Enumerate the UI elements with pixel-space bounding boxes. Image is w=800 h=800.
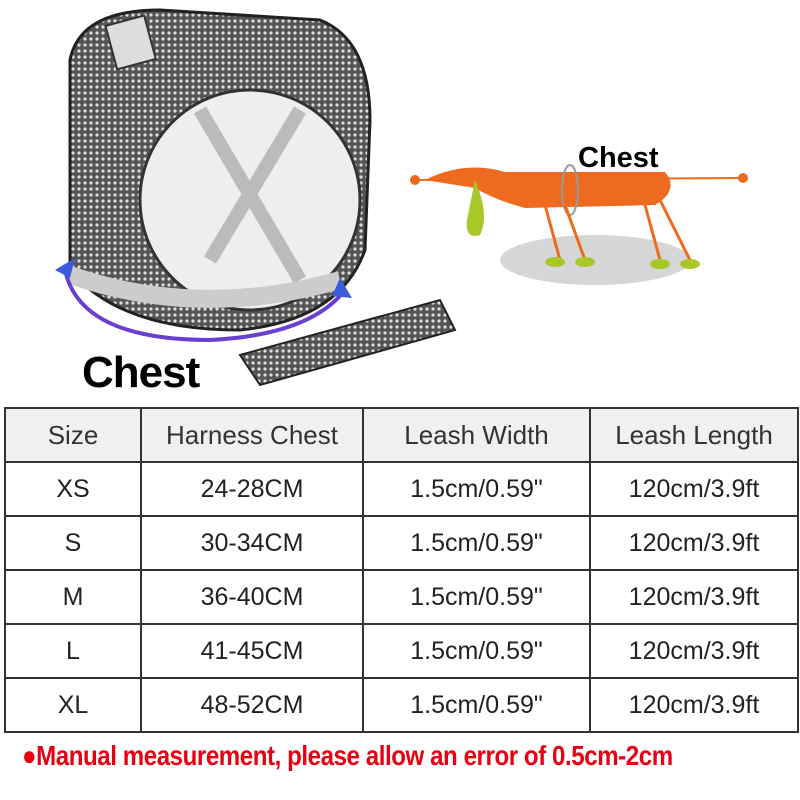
- cell-harness-chest: 36-40CM: [140, 569, 364, 625]
- harness-illustration: [55, 8, 457, 387]
- cell-leash-length: 120cm/3.9ft: [589, 623, 799, 679]
- cell-leash-length: 120cm/3.9ft: [589, 569, 799, 625]
- cell-leash-length: 120cm/3.9ft: [589, 677, 799, 733]
- table-row: S 30-34CM 1.5cm/0.59" 120cm/3.9ft: [4, 515, 799, 571]
- header-leash-length: Leash Length: [589, 407, 799, 463]
- cell-size: XS: [4, 461, 142, 517]
- cell-leash-width: 1.5cm/0.59": [362, 461, 591, 517]
- table-header-row: Size Harness Chest Leash Width Leash Len…: [4, 407, 799, 463]
- header-leash-width: Leash Width: [362, 407, 591, 463]
- header-harness-chest: Harness Chest: [140, 407, 364, 463]
- cell-harness-chest: 48-52CM: [140, 677, 364, 733]
- cell-leash-width: 1.5cm/0.59": [362, 515, 591, 571]
- chest-arrow-icon: [63, 269, 347, 343]
- cell-leash-width: 1.5cm/0.59": [362, 569, 591, 625]
- size-table: Size Harness Chest Leash Width Leash Len…: [4, 407, 799, 733]
- cell-size: S: [4, 515, 142, 571]
- cell-size: XL: [4, 677, 142, 733]
- cell-leash-width: 1.5cm/0.59": [362, 677, 591, 733]
- cell-leash-length: 120cm/3.9ft: [589, 461, 799, 517]
- cell-harness-chest: 30-34CM: [140, 515, 364, 571]
- cell-harness-chest: 41-45CM: [140, 623, 364, 679]
- cell-leash-length: 120cm/3.9ft: [589, 515, 799, 571]
- cell-harness-chest: 24-28CM: [140, 461, 364, 517]
- paw-logo-icon: [104, 14, 158, 71]
- table-row: XL 48-52CM 1.5cm/0.59" 120cm/3.9ft: [4, 677, 799, 733]
- cell-size: M: [4, 569, 142, 625]
- cell-size: L: [4, 623, 142, 679]
- measurement-note: ●Manual measurement, please allow an err…: [22, 740, 673, 771]
- dog-measurement-illustration: [410, 164, 748, 285]
- table-row: M 36-40CM 1.5cm/0.59" 120cm/3.9ft: [4, 569, 799, 625]
- table-row: XS 24-28CM 1.5cm/0.59" 120cm/3.9ft: [4, 461, 799, 517]
- header-size: Size: [4, 407, 142, 463]
- cell-leash-width: 1.5cm/0.59": [362, 623, 591, 679]
- harness-chest-label: Chest: [82, 348, 200, 397]
- table-row: L 41-45CM 1.5cm/0.59" 120cm/3.9ft: [4, 623, 799, 679]
- dog-chest-label: Chest: [578, 142, 659, 174]
- leash: [238, 298, 457, 387]
